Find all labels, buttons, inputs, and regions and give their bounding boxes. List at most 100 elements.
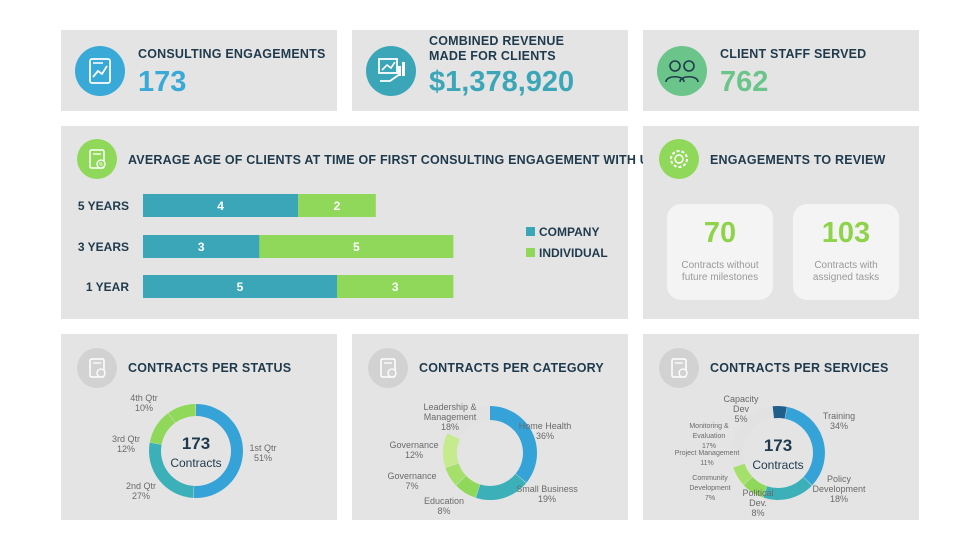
slice-value-label: 8% <box>751 508 764 518</box>
bar-data-label: 2 <box>334 199 341 213</box>
kpi-value: 762 <box>720 66 769 98</box>
donut-center-value: 173 <box>182 434 210 453</box>
slice-name-label: Leadership & <box>423 402 476 412</box>
tile-label-line2: assigned tasks <box>812 272 880 283</box>
age-chart-card: % AVERAGE AGE OF CLIENTS AT TIME OF FIRS… <box>61 126 657 319</box>
section-title: ENGAGEMENTS TO REVIEW <box>710 153 886 167</box>
document-percent-icon: % <box>77 139 117 179</box>
slice-name-label: Dev <box>733 404 750 414</box>
slice-value-label: 7% <box>405 481 418 491</box>
kpi-title-line2: MADE FOR CLIENTS <box>429 49 556 63</box>
kpi-value: 173 <box>138 66 187 98</box>
bar-segment-company <box>143 194 299 217</box>
slice-value-label: 10% <box>135 403 153 413</box>
bar-segment-individual <box>337 275 454 298</box>
kpi-title-line1: COMBINED REVENUE <box>429 34 565 48</box>
donut-center-label: Contracts <box>170 456 221 470</box>
legend-swatch-company <box>526 227 535 236</box>
services-donut-chart: Training34%PolicyDevelopment18%Political… <box>675 394 866 518</box>
donut-slice <box>784 406 825 486</box>
slice-name-label: Project Management <box>675 450 740 457</box>
presentation-chart-icon <box>366 46 416 96</box>
bar-data-label: 3 <box>392 280 399 294</box>
status-card: CONTRACTS PER STATUS 1st Qtr 51% 2nd Qtr 27… <box>61 334 337 520</box>
slice-value-label: 18% <box>830 494 848 504</box>
gear-people-icon <box>659 139 699 179</box>
bar-segment-individual <box>259 235 454 258</box>
slice-name-label: 1st Qtr <box>249 443 276 453</box>
slice-value-label: 7% <box>705 495 715 502</box>
tile-value: 70 <box>703 217 737 249</box>
slice-name-label: Monitoring & <box>689 423 729 430</box>
donut-slice <box>447 406 490 439</box>
kpi-card-revenue: COMBINED REVENUE MADE FOR CLIENTS $1,378… <box>352 30 628 111</box>
bar-data-label: 5 <box>237 280 244 294</box>
slice-value-label: 5% <box>734 414 747 424</box>
people-icon <box>657 46 707 96</box>
donut-slice <box>149 442 194 498</box>
legend-label-individual: INDIVIDUAL <box>539 246 608 260</box>
section-title: CONTRACTS PER CATEGORY <box>419 361 604 375</box>
slice-name-label: Small Business <box>516 484 578 494</box>
bar-category-label: 3 YEARS <box>78 240 129 254</box>
donut-slice <box>772 406 787 419</box>
legend-label-company: COMPANY <box>539 225 599 239</box>
slice-value-label: 17% <box>702 443 716 450</box>
slice-name-label: Home Health <box>519 421 572 431</box>
donut-slice <box>445 463 466 486</box>
slice-name-label: Governance <box>387 471 436 481</box>
age-bar-chart: 5 YEARS 4 2 3 YEARS 3 5 1 YEAR 5 3 COMPANY INDIVID… <box>78 194 608 298</box>
kpi-title: CLIENT STAFF SERVED <box>720 47 867 61</box>
donut-slice <box>763 477 812 500</box>
document-percent-icon <box>368 348 408 388</box>
slice-name-label: Training <box>823 411 855 421</box>
bar-data-label: 4 <box>217 199 224 213</box>
slice-value-label: 51% <box>254 453 272 463</box>
slice-name-label: Dev. <box>749 498 767 508</box>
tile-value: 103 <box>821 217 871 249</box>
bar-segment-company <box>143 275 337 298</box>
tile-label-line1: Contracts with <box>814 260 878 271</box>
slice-name-label: Evaluation <box>693 433 726 440</box>
kpi-value: $1,378,920 <box>429 66 575 98</box>
donut-slice <box>731 435 746 468</box>
category-card: CONTRACTS PER CATEGORY Home Health 36% Sma… <box>352 334 628 520</box>
legend-swatch-individual <box>526 248 535 257</box>
slice-value-label: 18% <box>441 422 459 432</box>
slice-name-label: Political <box>742 488 773 498</box>
section-title: AVERAGE AGE OF CLIENTS AT TIME OF FIRST … <box>128 153 658 167</box>
donut-center-value: 173 <box>764 436 792 455</box>
slice-name-label: Governance <box>389 440 438 450</box>
slice-value-label: 36% <box>536 431 554 441</box>
slice-name-label: 3rd Qtr <box>112 434 140 444</box>
slice-value-label: 11% <box>700 460 714 467</box>
kpi-card-staff: CLIENT STAFF SERVED 762 <box>643 30 919 111</box>
kpi-title: CONSULTING ENGAGEMENTS <box>138 47 326 61</box>
slice-name-label: 4th Qtr <box>130 393 158 403</box>
donut-slice <box>443 433 461 468</box>
slice-name-label: Development <box>689 485 730 492</box>
slice-name-label: Capacity <box>723 394 759 404</box>
review-card: ENGAGEMENTS TO REVIEW 70 Contracts witho… <box>643 126 919 319</box>
tile-label-line2: future milestones <box>681 272 759 283</box>
svg-text:%: % <box>99 162 104 168</box>
donut-slice <box>490 406 537 483</box>
slice-value-label: 34% <box>830 421 848 431</box>
slice-value-label: 8% <box>437 506 450 516</box>
donut-center-label: Contracts <box>752 458 803 472</box>
slice-name-label: Development <box>812 484 866 494</box>
slice-name-label: Education <box>424 496 464 506</box>
slice-value-label: 27% <box>132 491 150 501</box>
slice-value-label: 19% <box>538 494 556 504</box>
document-percent-icon <box>659 348 699 388</box>
slice-name-label: Community <box>692 475 728 482</box>
bar-category-label: 1 YEAR <box>86 280 129 294</box>
section-title: CONTRACTS PER STATUS <box>128 361 292 375</box>
slice-name-label: 2nd Qtr <box>126 481 156 491</box>
slice-name-label: Management <box>424 412 477 422</box>
donut-slice <box>733 463 753 485</box>
slice-name-label: Policy <box>827 474 852 484</box>
bar-segment-company <box>143 235 260 258</box>
